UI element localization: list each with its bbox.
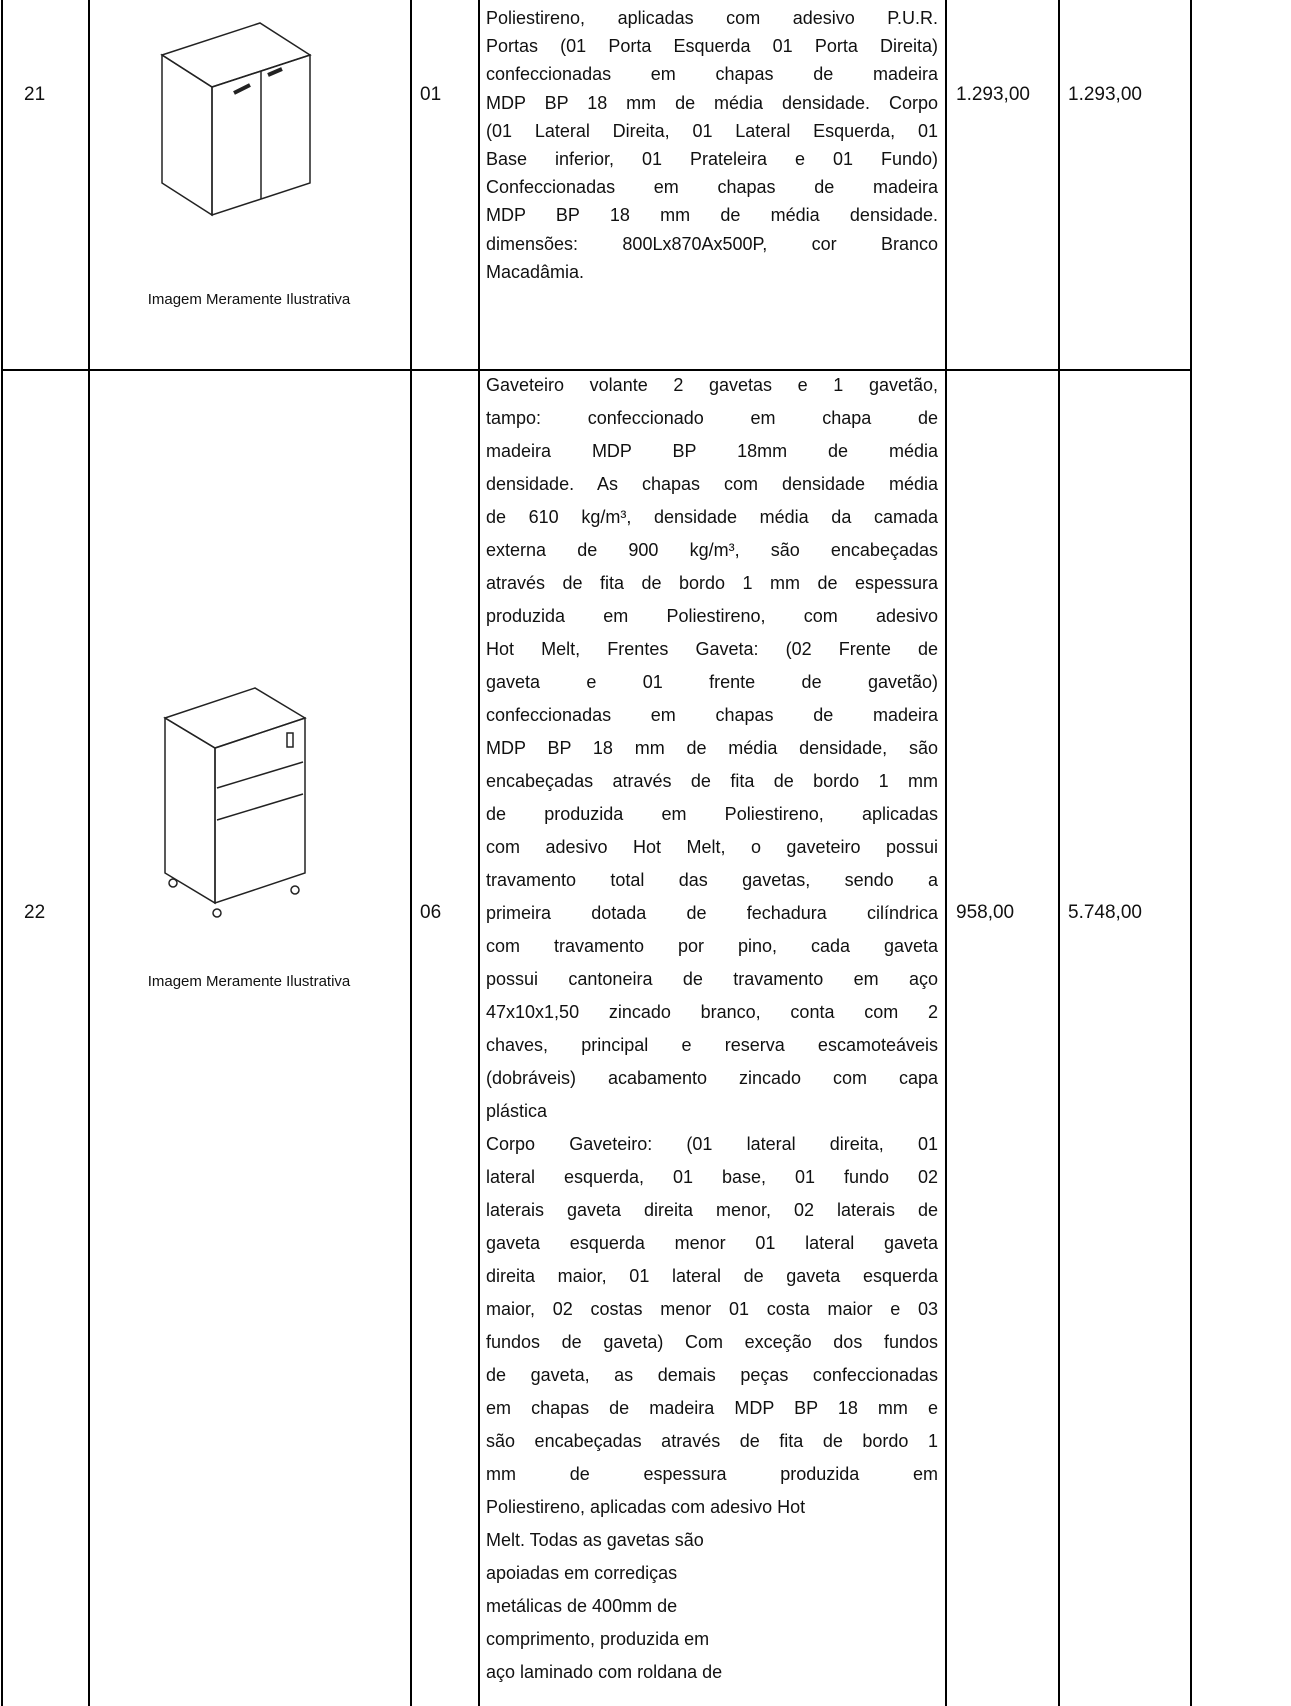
description-line: apoiadas em corrediças <box>486 1563 678 1583</box>
image-caption: Imagem Meramente Ilustrativa <box>147 973 351 990</box>
description-line: em chapas de madeira MDP BP 18 mm e <box>486 1398 938 1418</box>
description-line: Poliestireno, aplicadas com adesivo P.U.… <box>486 8 938 28</box>
total: 1.293,00 <box>1068 84 1142 105</box>
description-line: MDP BP 18 mm de média densidade. <box>486 205 938 226</box>
description-line: de 610 kg/m³, densidade média da camada <box>486 507 938 527</box>
description-line: produzida em Poliestireno, com adesivo <box>486 606 938 626</box>
description-line: externa de 900 kg/m³, são encabeçadas <box>486 540 938 560</box>
description-line: Base inferior, 01 Prateleira e 01 Fundo) <box>486 149 938 169</box>
description-line: primeira dotada de fechadura cilíndrica <box>486 903 938 923</box>
description-line: maior, 02 costas menor 01 costa maior e … <box>486 1299 938 1319</box>
description-line: MDP BP 18 mm de média densidade. Corpo <box>486 92 938 113</box>
description-line: encabeçadas através de fita de bordo 1 m… <box>486 771 938 791</box>
description-line: de produzida em Poliestireno, aplicadas <box>486 804 938 824</box>
description-line: Gaveteiro volante 2 gavetas e 1 gavetão, <box>486 375 938 395</box>
row-border <box>1 369 1192 371</box>
cell-border <box>478 0 480 1706</box>
unit-price: 1.293,00 <box>956 84 1030 105</box>
description-line: Portas (01 Porta Esquerda 01 Porta Direi… <box>486 36 938 57</box>
description-line: confeccionadas em chapas de madeira <box>486 705 938 725</box>
description-line: com travamento por pino, cada gaveta <box>486 936 938 956</box>
description-line: (01 Lateral Direita, 01 Lateral Esquerda… <box>486 120 938 141</box>
description-line: possui cantoneira de travamento em aço <box>486 969 938 989</box>
unit-price: 958,00 <box>956 902 1015 923</box>
quantity: 01 <box>420 84 442 105</box>
pedestal-image <box>163 687 307 918</box>
item-number: 22 <box>24 902 46 923</box>
quantity: 06 <box>420 902 442 923</box>
description-line: mm de espessura produzida em <box>486 1464 938 1484</box>
cell-border <box>945 0 947 1706</box>
cell-border <box>1058 0 1060 1706</box>
description-line: Confeccionadas em chapas de madeira <box>486 177 938 198</box>
description-line: Macadâmia. <box>486 261 585 282</box>
cell-border <box>1190 0 1192 1706</box>
description-line: lateral esquerda, 01 base, 01 fundo 02 <box>486 1167 938 1187</box>
cabinet-image <box>160 22 312 217</box>
description-line: (dobráveis) acabamento zincado com capa <box>486 1068 938 1088</box>
description-line: travamento total das gavetas, sendo a <box>486 870 938 890</box>
description-line: chaves, principal e reserva escamoteávei… <box>486 1035 938 1055</box>
description-line: dimensões: 800Lx870Ax500P, cor Branco <box>486 233 938 254</box>
description-line: direita maior, 01 lateral de gaveta esqu… <box>486 1266 938 1286</box>
cell-border <box>410 0 412 1706</box>
description-line: fundos de gaveta) Com exceção dos fundos <box>486 1332 938 1352</box>
cell-border <box>88 0 90 1706</box>
cell-border <box>1 0 3 1706</box>
description-line: são encabeçadas através de fita de bordo… <box>486 1431 938 1451</box>
description-line: plástica <box>486 1101 548 1121</box>
description-line: gaveta e 01 frente de gavetão) <box>486 672 938 692</box>
description-line: Melt. Todas as gavetas são <box>486 1530 704 1550</box>
description-line: Hot Melt, Frentes Gaveta: (02 Frente de <box>486 639 938 659</box>
description-line: confeccionadas em chapas de madeira <box>486 64 938 85</box>
description-line: através de fita de bordo 1 mm de espessu… <box>486 573 938 593</box>
description-line: madeira MDP BP 18mm de média <box>486 441 938 461</box>
description-line: gaveta esquerda menor 01 lateral gaveta <box>486 1233 938 1253</box>
description-line: Corpo Gaveteiro: (01 lateral direita, 01 <box>486 1134 938 1154</box>
description-line: tampo: confeccionado em chapa de <box>486 408 938 428</box>
description-line: MDP BP 18 mm de média densidade, são <box>486 738 938 758</box>
item-number: 21 <box>24 84 46 105</box>
total: 5.748,00 <box>1068 902 1142 923</box>
description-line: aço laminado com roldana de <box>486 1662 723 1682</box>
description-line: de gaveta, as demais peças confeccionada… <box>486 1365 938 1385</box>
description-line: Poliestireno, aplicadas com adesivo Hot <box>486 1497 806 1517</box>
description-line: metálicas de 400mm de <box>486 1596 678 1616</box>
description-line: comprimento, produzida em <box>486 1629 710 1649</box>
description-line: densidade. As chapas com densidade média <box>486 474 938 494</box>
image-caption: Imagem Meramente Ilustrativa <box>147 291 351 308</box>
description-line: com adesivo Hot Melt, o gaveteiro possui <box>486 837 938 857</box>
description-line: 47x10x1,50 zincado branco, conta com 2 <box>486 1002 938 1022</box>
description-line: laterais gaveta direita menor, 02 latera… <box>486 1200 938 1220</box>
